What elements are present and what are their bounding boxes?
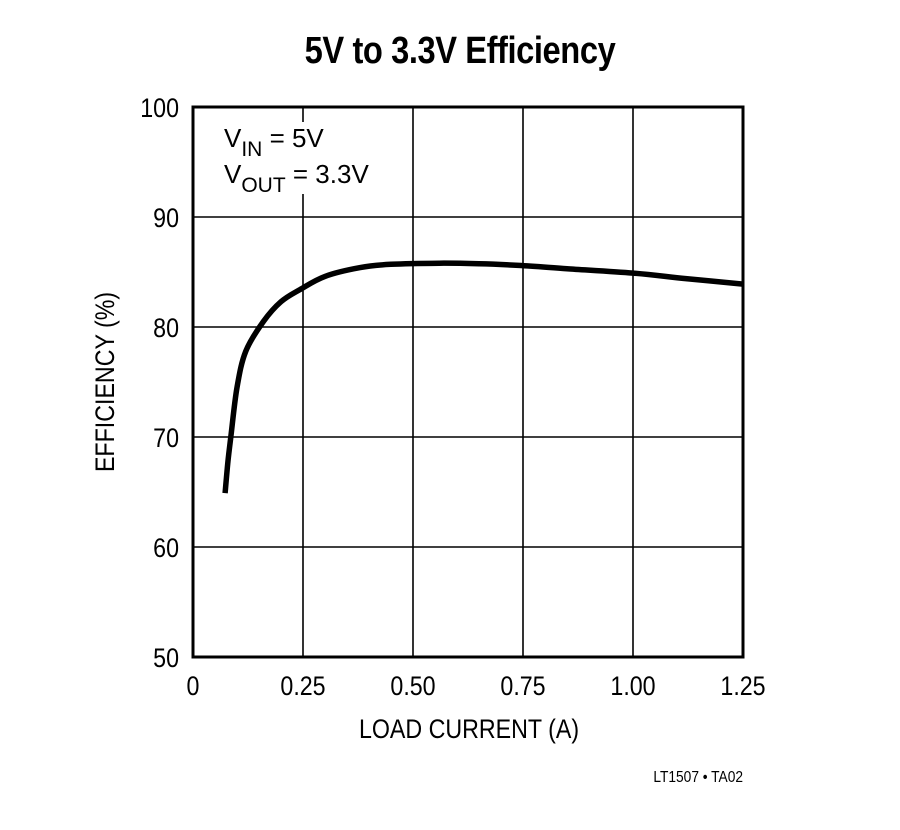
y-axis-ticks: 50 60 70 80 90 100: [140, 93, 179, 673]
annotation-vout: VOUT = 3.3V: [224, 159, 369, 197]
y-tick-label: 100: [140, 93, 179, 123]
y-tick-label: 60: [153, 533, 179, 563]
annotation-background: [218, 122, 368, 194]
y-axis-label: EFFICIENCY (%): [90, 292, 120, 472]
x-tick-label: 0.50: [390, 671, 435, 701]
y-tick-label: 50: [153, 643, 179, 673]
x-tick-label: 1.00: [610, 671, 655, 701]
y-tick-label: 80: [153, 313, 179, 343]
grid-lines: [193, 107, 743, 657]
y-tick-label: 90: [153, 203, 179, 233]
x-tick-label: 0: [187, 671, 200, 701]
x-axis-ticks: 0 0.25 0.50 0.75 1.00 1.25: [187, 671, 766, 701]
x-axis-label: LOAD CURRENT (A): [359, 714, 579, 744]
chart-title: 5V to 3.3V Efficiency: [304, 30, 616, 72]
annotation-vin: VIN = 5V: [224, 123, 324, 161]
x-tick-label: 0.75: [500, 671, 545, 701]
figure-id: LT1507 • TA02: [653, 768, 743, 786]
x-tick-label: 0.25: [280, 671, 325, 701]
efficiency-curve: [222, 260, 744, 494]
plot-frame: [191, 105, 745, 659]
x-tick-label: 1.25: [720, 671, 765, 701]
y-tick-label: 70: [153, 423, 179, 453]
